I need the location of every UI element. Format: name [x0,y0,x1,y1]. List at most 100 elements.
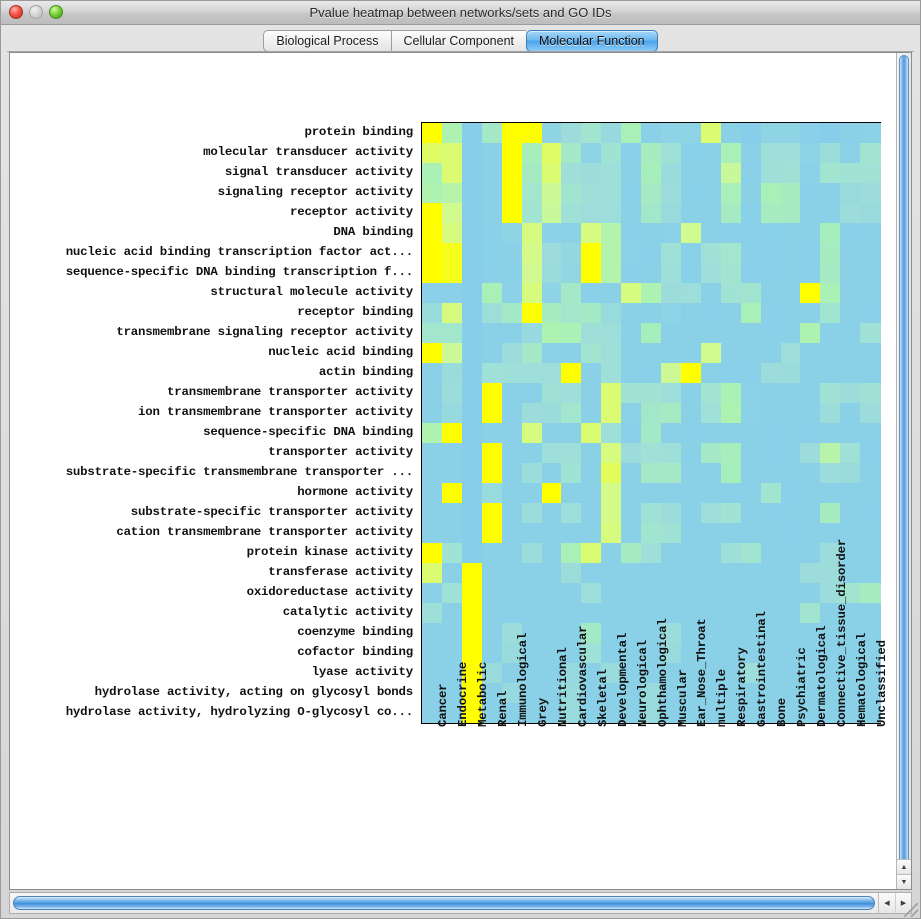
vertical-scrollbar[interactable]: ▲ ▼ [896,53,911,889]
heatmap-cell[interactable] [561,683,582,703]
heatmap-cell[interactable] [501,363,523,383]
heatmap-cell[interactable] [661,643,682,663]
heatmap-cell[interactable] [581,523,602,543]
heatmap-cell[interactable] [700,703,722,723]
heatmap-cell[interactable] [422,183,443,203]
heatmap-cell[interactable] [441,363,463,383]
heatmap-cell[interactable] [422,223,443,243]
heatmap-cell[interactable] [581,543,602,563]
heatmap-cell[interactable] [661,683,682,703]
heatmap-cell[interactable] [641,123,662,143]
heatmap-cell[interactable] [501,483,523,503]
heatmap-cell[interactable] [780,503,802,523]
heatmap-cell[interactable] [800,523,821,543]
heatmap-cell[interactable] [541,383,563,403]
heatmap-cell[interactable] [840,483,861,503]
heatmap-cell[interactable] [641,443,662,463]
heatmap-cell[interactable] [541,363,563,383]
heatmap-cell[interactable] [800,483,821,503]
heatmap-cell[interactable] [461,443,483,463]
heatmap-cell[interactable] [541,263,563,283]
heatmap-cell[interactable] [621,143,642,163]
heatmap-cell[interactable] [461,303,483,323]
heatmap-cell[interactable] [601,283,622,303]
heatmap-cell[interactable] [601,603,622,623]
heatmap-cell[interactable] [720,583,742,603]
heatmap-cell[interactable] [680,523,702,543]
heatmap-cell[interactable] [820,343,841,363]
heatmap-cell[interactable] [720,343,742,363]
heatmap-cell[interactable] [840,523,861,543]
heatmap-cell[interactable] [800,543,821,563]
heatmap-cell[interactable] [481,683,503,703]
heatmap-cell[interactable] [680,403,702,423]
heatmap-cell[interactable] [561,343,582,363]
heatmap-cell[interactable] [601,703,622,723]
heatmap-cell[interactable] [422,643,443,663]
heatmap-cell[interactable] [641,243,662,263]
heatmap-cell[interactable] [780,663,802,683]
heatmap-cell[interactable] [441,163,463,183]
heatmap-cell[interactable] [720,643,742,663]
heatmap-cell[interactable] [461,343,483,363]
heatmap-cell[interactable] [860,223,881,243]
heatmap-cell[interactable] [441,463,463,483]
heatmap-cell[interactable] [422,163,443,183]
heatmap-cell[interactable] [720,443,742,463]
heatmap-cell[interactable] [621,503,642,523]
heatmap-cell[interactable] [780,183,802,203]
heatmap-cell[interactable] [641,203,662,223]
heatmap-cell[interactable] [461,523,483,543]
heatmap-cell[interactable] [800,703,821,723]
heatmap-cell[interactable] [840,703,861,723]
heatmap-cell[interactable] [621,643,642,663]
minimize-button[interactable] [29,5,43,19]
heatmap-cell[interactable] [501,123,523,143]
heatmap-cell[interactable] [441,183,463,203]
heatmap-cell[interactable] [441,243,463,263]
heatmap-cell[interactable] [521,663,543,683]
heatmap-cell[interactable] [760,343,782,363]
heatmap-cell[interactable] [461,243,483,263]
heatmap-cell[interactable] [860,503,881,523]
heatmap-cell[interactable] [441,483,463,503]
heatmap-cell[interactable] [481,423,503,443]
heatmap-cell[interactable] [661,563,682,583]
heatmap-cell[interactable] [760,543,782,563]
heatmap-cell[interactable] [581,703,602,723]
heatmap-cell[interactable] [700,663,722,683]
heatmap-cell[interactable] [621,583,642,603]
heatmap-cell[interactable] [740,663,762,683]
heatmap-cell[interactable] [461,643,483,663]
heatmap-cell[interactable] [621,203,642,223]
heatmap-cell[interactable] [521,503,543,523]
heatmap-cell[interactable] [641,323,662,343]
heatmap-cell[interactable] [860,603,881,623]
heatmap-cell[interactable] [680,383,702,403]
heatmap-cell[interactable] [521,303,543,323]
heatmap-cell[interactable] [501,643,523,663]
heatmap-cell[interactable] [441,343,463,363]
heatmap-cell[interactable] [780,603,802,623]
heatmap-cell[interactable] [621,383,642,403]
heatmap-cell[interactable] [641,163,662,183]
heatmap-cell[interactable] [720,323,742,343]
heatmap-cell[interactable] [521,163,543,183]
heatmap-cell[interactable] [820,303,841,323]
heatmap-cell[interactable] [661,163,682,183]
heatmap-cell[interactable] [700,383,722,403]
heatmap-cell[interactable] [561,223,582,243]
heatmap-cell[interactable] [641,283,662,303]
heatmap-cell[interactable] [780,343,802,363]
heatmap-cell[interactable] [760,563,782,583]
heatmap-cell[interactable] [720,223,742,243]
heatmap-cell[interactable] [561,703,582,723]
heatmap-cell[interactable] [661,523,682,543]
heatmap-cell[interactable] [661,463,682,483]
heatmap-cell[interactable] [800,363,821,383]
heatmap-cell[interactable] [740,143,762,163]
heatmap-cell[interactable] [422,403,443,423]
heatmap-cell[interactable] [621,523,642,543]
heatmap-cell[interactable] [700,623,722,643]
heatmap-cell[interactable] [840,643,861,663]
